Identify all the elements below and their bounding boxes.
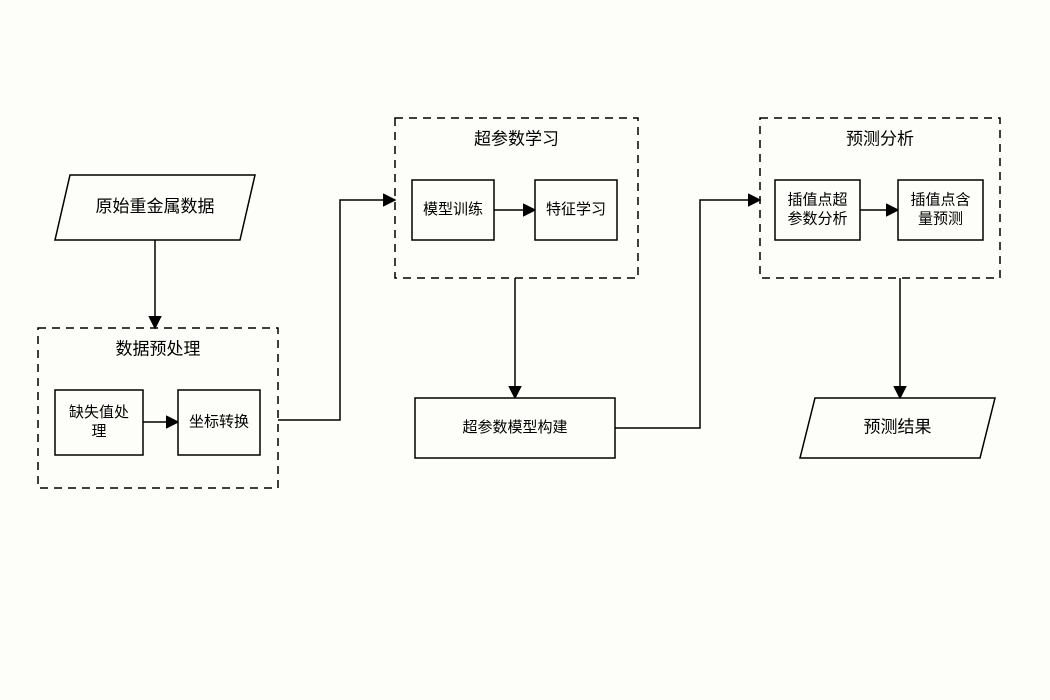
label-missing: 理	[91, 423, 106, 440]
label-coord: 坐标转换	[189, 413, 249, 430]
label-interp_pred: 量预测	[918, 210, 963, 227]
label-pred_group-title: 预测分析	[846, 129, 914, 148]
label-interp_pred: 插值点含	[910, 192, 970, 209]
label-interp_param: 插值点超	[787, 192, 847, 209]
flowchart-canvas: 原始重金属数据数据预处理缺失值处理 坐标转换 超参数学习模型训练 特征学习超参数模型构…	[0, 0, 1050, 700]
label-interp_param: 参数分析	[787, 210, 847, 227]
label-missing: 缺失值处	[69, 404, 129, 421]
label-source: 原始重金属数据	[96, 197, 215, 216]
edge-build-pred_group	[615, 200, 760, 428]
label-train: 模型训练	[423, 201, 483, 218]
label-feat: 特征学习	[546, 201, 606, 218]
edge-preprocess_group-hyper_group	[278, 200, 395, 420]
label-build: 超参数模型构建	[462, 419, 567, 436]
label-result: 预测结果	[864, 417, 932, 436]
label-preprocess_group-title: 数据预处理	[116, 339, 201, 358]
label-hyper_group-title: 超参数学习	[474, 129, 559, 148]
